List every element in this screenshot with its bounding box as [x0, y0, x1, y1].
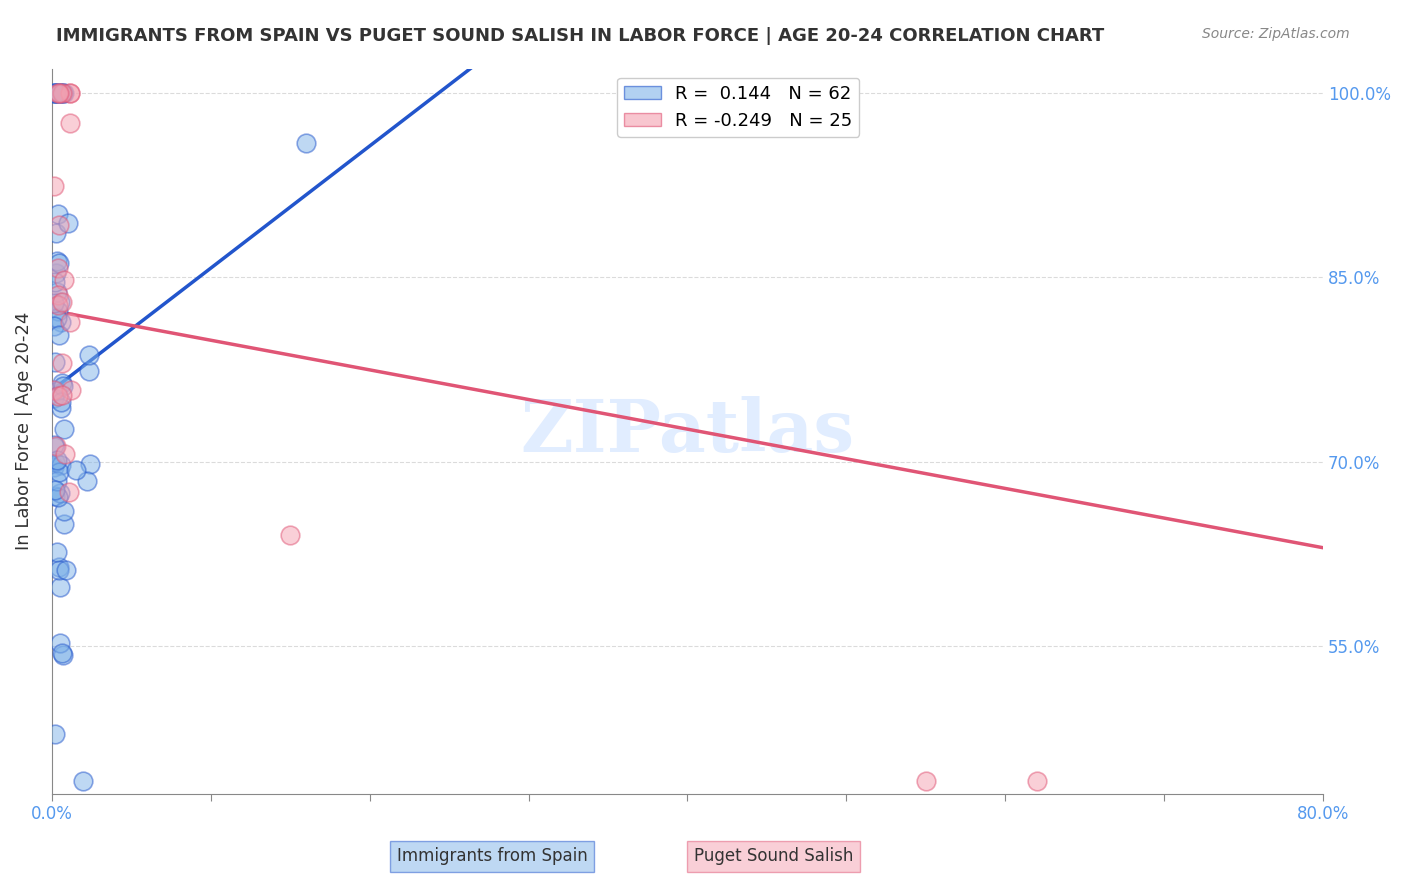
- Puget Sound Salish: [46, 288, 69, 302]
- Puget Sound Salish: [914, 774, 936, 789]
- Immigrants from Spain: [44, 455, 66, 469]
- Puget Sound Salish: [42, 179, 65, 194]
- Puget Sound Salish: [46, 389, 69, 403]
- Immigrants from Spain: [79, 457, 101, 471]
- Immigrants from Spain: [44, 727, 66, 741]
- Immigrants from Spain: [55, 564, 77, 578]
- Immigrants from Spain: [65, 463, 87, 477]
- Puget Sound Salish: [53, 447, 76, 461]
- Puget Sound Salish: [1026, 774, 1049, 789]
- Immigrants from Spain: [49, 294, 72, 309]
- Immigrants from Spain: [42, 392, 65, 406]
- Immigrants from Spain: [48, 559, 70, 574]
- Puget Sound Salish: [51, 86, 73, 100]
- Immigrants from Spain: [45, 226, 67, 240]
- Immigrants from Spain: [295, 136, 318, 151]
- Puget Sound Salish: [58, 485, 80, 500]
- Immigrants from Spain: [52, 86, 75, 100]
- Puget Sound Salish: [59, 315, 82, 329]
- Immigrants from Spain: [42, 460, 65, 475]
- Immigrants from Spain: [53, 516, 76, 531]
- Immigrants from Spain: [49, 636, 72, 650]
- Immigrants from Spain: [76, 474, 98, 488]
- Immigrants from Spain: [52, 86, 75, 100]
- Text: ZIPatlas: ZIPatlas: [520, 395, 855, 467]
- Immigrants from Spain: [52, 379, 75, 393]
- Immigrants from Spain: [42, 296, 65, 310]
- Immigrants from Spain: [44, 440, 66, 454]
- Immigrants from Spain: [45, 254, 67, 268]
- Immigrants from Spain: [46, 86, 69, 100]
- Puget Sound Salish: [48, 86, 70, 100]
- Immigrants from Spain: [48, 327, 70, 342]
- Immigrants from Spain: [72, 774, 94, 789]
- Immigrants from Spain: [44, 319, 66, 334]
- Immigrants from Spain: [48, 207, 70, 221]
- Immigrants from Spain: [51, 86, 73, 100]
- Y-axis label: In Labor Force | Age 20-24: In Labor Force | Age 20-24: [15, 312, 32, 550]
- Puget Sound Salish: [51, 388, 73, 402]
- Immigrants from Spain: [49, 394, 72, 409]
- Text: IMMIGRANTS FROM SPAIN VS PUGET SOUND SALISH IN LABOR FORCE | AGE 20-24 CORRELATI: IMMIGRANTS FROM SPAIN VS PUGET SOUND SAL…: [56, 27, 1105, 45]
- Puget Sound Salish: [59, 86, 82, 100]
- Immigrants from Spain: [45, 452, 67, 467]
- Puget Sound Salish: [51, 356, 73, 370]
- Puget Sound Salish: [59, 86, 82, 100]
- Immigrants from Spain: [44, 483, 66, 497]
- Immigrants from Spain: [45, 384, 67, 399]
- Puget Sound Salish: [46, 298, 69, 312]
- Immigrants from Spain: [42, 86, 65, 100]
- Immigrants from Spain: [49, 580, 72, 594]
- Puget Sound Salish: [51, 295, 73, 310]
- Puget Sound Salish: [48, 219, 70, 233]
- Immigrants from Spain: [42, 438, 65, 452]
- Puget Sound Salish: [53, 273, 76, 287]
- Puget Sound Salish: [58, 116, 80, 130]
- Immigrants from Spain: [77, 348, 100, 362]
- Immigrants from Spain: [44, 489, 66, 503]
- Puget Sound Salish: [278, 528, 301, 542]
- Immigrants from Spain: [45, 474, 67, 488]
- Text: Immigrants from Spain: Immigrants from Spain: [396, 847, 588, 865]
- Immigrants from Spain: [45, 544, 67, 558]
- Puget Sound Salish: [46, 261, 69, 276]
- Legend: R =  0.144   N = 62, R = -0.249   N = 25: R = 0.144 N = 62, R = -0.249 N = 25: [617, 78, 859, 137]
- Immigrants from Spain: [44, 86, 66, 100]
- Immigrants from Spain: [45, 86, 67, 100]
- Immigrants from Spain: [45, 285, 67, 299]
- Puget Sound Salish: [59, 383, 82, 397]
- Puget Sound Salish: [45, 439, 67, 453]
- Immigrants from Spain: [48, 563, 70, 577]
- Immigrants from Spain: [44, 86, 66, 100]
- Text: Puget Sound Salish: Puget Sound Salish: [693, 847, 853, 865]
- Immigrants from Spain: [46, 304, 69, 318]
- Puget Sound Salish: [46, 86, 69, 100]
- Puget Sound Salish: [44, 383, 66, 397]
- Immigrants from Spain: [51, 376, 73, 390]
- Immigrants from Spain: [46, 491, 69, 505]
- Immigrants from Spain: [46, 310, 69, 325]
- Immigrants from Spain: [45, 267, 67, 281]
- Immigrants from Spain: [52, 648, 75, 662]
- Immigrants from Spain: [48, 465, 70, 479]
- Immigrants from Spain: [49, 401, 72, 415]
- Immigrants from Spain: [49, 485, 72, 500]
- Immigrants from Spain: [52, 422, 75, 436]
- Immigrants from Spain: [56, 216, 79, 230]
- Immigrants from Spain: [48, 256, 70, 270]
- Text: Source: ZipAtlas.com: Source: ZipAtlas.com: [1202, 27, 1350, 41]
- Immigrants from Spain: [51, 646, 73, 660]
- Immigrants from Spain: [49, 86, 72, 100]
- Immigrants from Spain: [77, 364, 100, 378]
- Immigrants from Spain: [44, 355, 66, 369]
- Immigrants from Spain: [49, 458, 72, 472]
- Immigrants from Spain: [51, 315, 73, 329]
- Immigrants from Spain: [44, 275, 66, 289]
- Immigrants from Spain: [53, 504, 76, 518]
